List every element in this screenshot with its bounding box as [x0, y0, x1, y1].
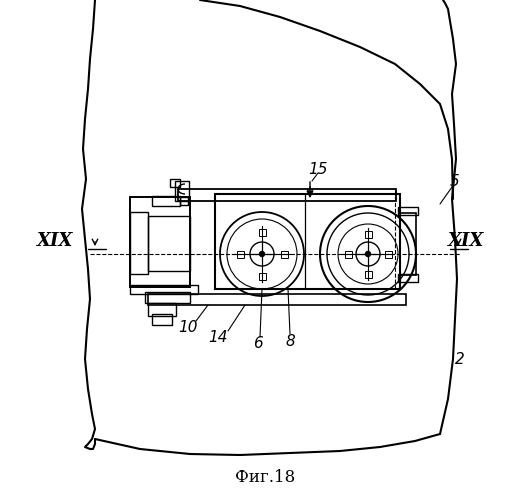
Bar	[145, 292, 190, 303]
Bar	[259, 229, 265, 236]
Text: 14: 14	[208, 329, 228, 344]
Circle shape	[365, 251, 370, 256]
Bar	[152, 196, 180, 206]
Bar	[130, 285, 198, 294]
Text: 10: 10	[178, 319, 198, 334]
Bar	[237, 250, 244, 257]
Bar	[259, 272, 265, 279]
Bar	[148, 216, 190, 271]
Bar	[364, 270, 371, 277]
Text: XIX: XIX	[37, 232, 73, 250]
Text: 2: 2	[455, 351, 465, 366]
Bar	[280, 250, 287, 257]
Text: 15: 15	[308, 162, 328, 177]
Bar	[345, 250, 352, 257]
Bar	[385, 250, 392, 257]
Text: 5: 5	[450, 174, 460, 189]
Bar	[215, 194, 400, 289]
Bar	[148, 303, 176, 316]
Bar	[364, 231, 371, 238]
Bar	[398, 274, 418, 282]
Bar	[130, 212, 148, 274]
Bar	[175, 181, 189, 201]
Bar	[170, 179, 180, 187]
Bar	[180, 197, 188, 205]
Bar	[398, 207, 418, 215]
Text: 8: 8	[285, 333, 295, 348]
Bar	[400, 213, 416, 275]
Text: 6: 6	[253, 336, 263, 351]
Text: Фиг.18: Фиг.18	[235, 469, 295, 486]
Circle shape	[260, 251, 264, 256]
Text: XIX: XIX	[448, 232, 484, 250]
Bar	[148, 294, 406, 305]
Bar	[178, 189, 396, 201]
Bar	[130, 197, 190, 287]
Bar	[152, 314, 172, 325]
